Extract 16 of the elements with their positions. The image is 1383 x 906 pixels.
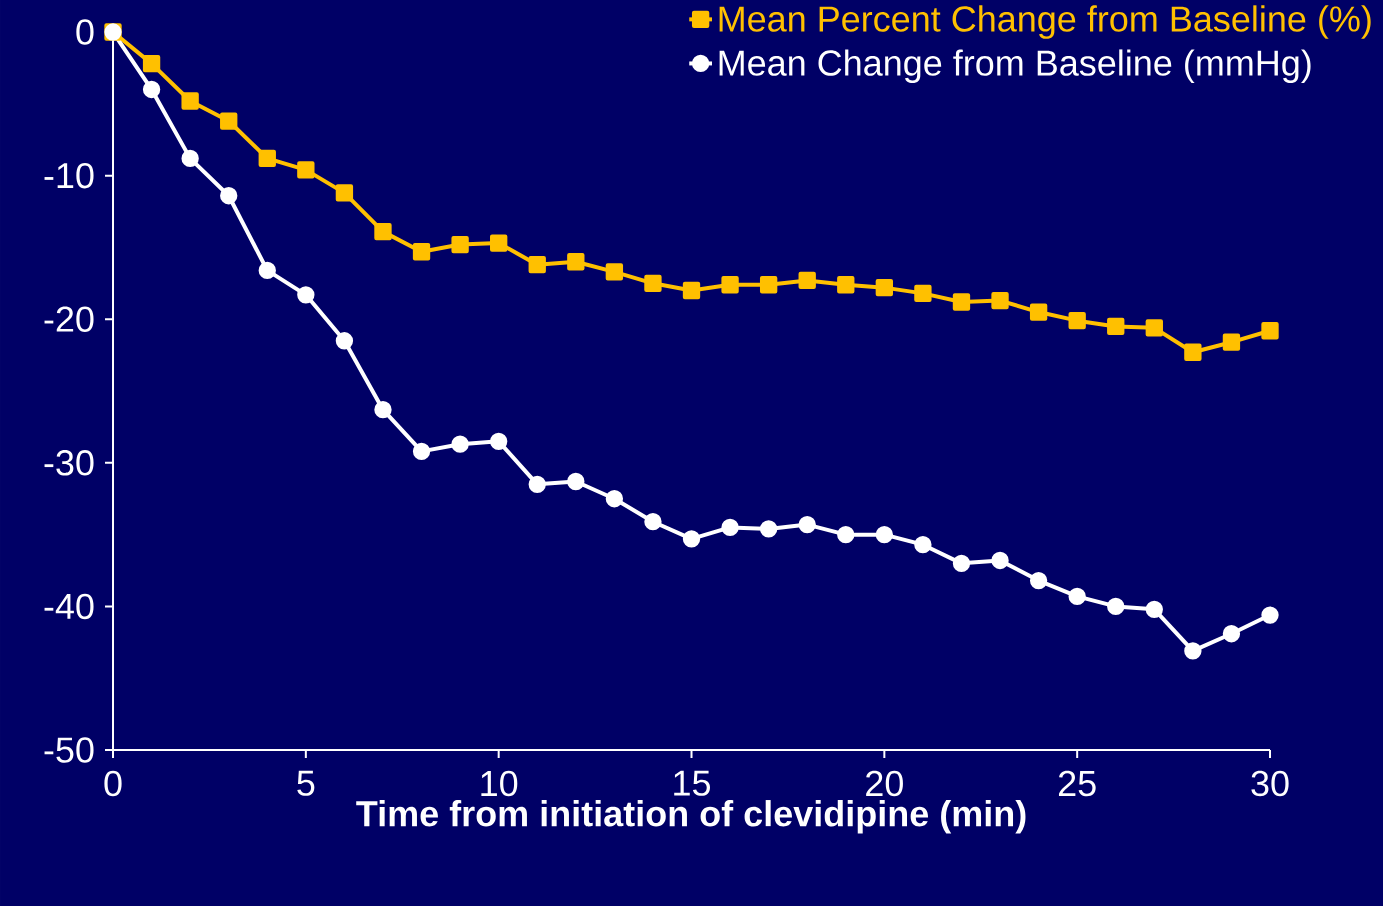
y-tick-label: -50 bbox=[44, 737, 94, 763]
y-tick-label: -20 bbox=[44, 306, 94, 332]
y-tick-label: 0 bbox=[76, 19, 94, 45]
x-tick-label: 20 bbox=[866, 770, 903, 797]
y-tick-label: -10 bbox=[44, 162, 94, 189]
legend-label: Mean Change from Baseline (mmHg) bbox=[719, 49, 1311, 83]
x-tick-label: 10 bbox=[481, 770, 518, 797]
x-axis-title: Time from initiation of clevidipine (min) bbox=[356, 800, 1026, 834]
x-tick-label: 25 bbox=[1058, 770, 1096, 797]
y-tick-label: -40 bbox=[44, 593, 94, 620]
x-tick-label: 5 bbox=[297, 770, 315, 796]
legend-label: Mean Percent Change from Baseline (%) bbox=[719, 5, 1371, 39]
y-tick-label: -30 bbox=[44, 450, 94, 476]
x-tick-label: 15 bbox=[674, 770, 711, 796]
x-tick-label: 30 bbox=[1251, 770, 1289, 797]
x-tick-label: 0 bbox=[104, 770, 122, 797]
